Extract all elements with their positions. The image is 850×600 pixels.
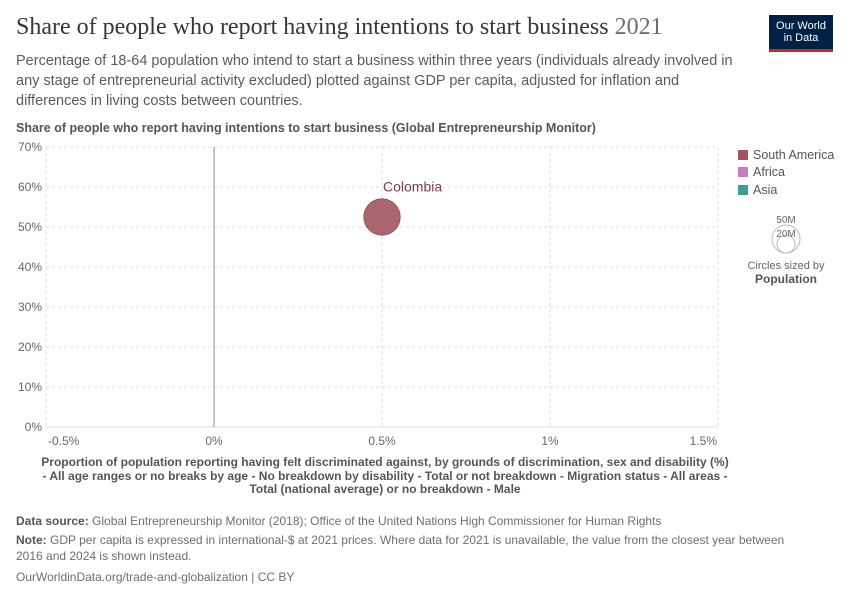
chart-title-text: Share of people who report having intent… bbox=[16, 14, 609, 40]
point-label: Colombia bbox=[383, 179, 442, 195]
y-tick-label: 50% bbox=[18, 220, 42, 234]
chart-title: Share of people who report having intent… bbox=[16, 14, 663, 41]
color-legend: South America Africa Asia bbox=[738, 146, 834, 199]
x-tick-label: 1.5% bbox=[690, 434, 718, 448]
footer-url[interactable]: OurWorldinData.org/trade-and-globalizati… bbox=[16, 570, 295, 584]
legend-label: Africa bbox=[753, 165, 785, 180]
size-legend-caption: Circles sized by bbox=[747, 260, 825, 272]
legend-item-south-america[interactable]: South America bbox=[738, 146, 834, 164]
x-axis-title: Proportion of population reporting havin… bbox=[41, 455, 729, 496]
y-tick-label: 10% bbox=[18, 380, 42, 394]
legend-item-africa[interactable]: Africa bbox=[738, 164, 834, 182]
y-tick-label: 70% bbox=[18, 140, 42, 154]
size-circle-small bbox=[776, 234, 796, 254]
size-legend-value: 50M bbox=[776, 215, 795, 226]
legend-label: Asia bbox=[753, 182, 778, 197]
chart-year: 2021 bbox=[614, 14, 663, 40]
x-tick-label: -0.5% bbox=[48, 434, 80, 448]
y-tick-label: 20% bbox=[18, 340, 42, 354]
data-source: Data source: Global Entrepreneurship Mon… bbox=[16, 513, 796, 529]
logo-line-1: Our World bbox=[776, 20, 826, 32]
y-tick-label: 30% bbox=[18, 300, 42, 314]
grid-lines bbox=[45, 146, 719, 428]
y-axis-title: Share of people who report having intent… bbox=[16, 121, 596, 135]
chart-note: Note: GDP per capita is expressed in int… bbox=[16, 532, 796, 564]
size-legend-circles: 50M 20M bbox=[771, 215, 801, 254]
data-points: Colombia bbox=[363, 179, 442, 236]
size-legend-value: 20M bbox=[776, 229, 795, 240]
y-tick-label: 40% bbox=[18, 260, 42, 274]
axis-ticks: 0% 10% 20% 30% 40% 50% 60% 70% -0.5% 0% 0.5% 1% 1.5% bbox=[18, 140, 717, 448]
chart-subtitle: Percentage of 18-64 population who inten… bbox=[16, 53, 733, 109]
owid-logo[interactable]: Our World in Data bbox=[769, 15, 833, 52]
logo-line-2: in Data bbox=[783, 32, 819, 44]
note-label: Note: bbox=[16, 533, 47, 547]
legend-swatch-asia bbox=[738, 184, 748, 195]
data-point-colombia[interactable] bbox=[363, 198, 401, 236]
x-tick-label: 0% bbox=[205, 434, 223, 448]
source-text: Global Entrepreneurship Monitor (2018); … bbox=[92, 514, 662, 528]
note-text: GDP per capita is expressed in internati… bbox=[16, 533, 785, 563]
size-legend: 50M 20M Circles sized by Population bbox=[740, 210, 832, 286]
legend-swatch-africa bbox=[738, 167, 748, 178]
y-tick-label: 0% bbox=[25, 420, 43, 434]
x-tick-label: 0.5% bbox=[368, 434, 396, 448]
legend-label: South America bbox=[753, 147, 835, 162]
legend-item-asia[interactable]: Asia bbox=[738, 181, 834, 199]
size-legend-variable: Population bbox=[755, 272, 817, 286]
legend-swatch-south-america bbox=[738, 149, 748, 160]
source-label: Data source: bbox=[16, 514, 89, 528]
y-tick-label: 60% bbox=[18, 180, 42, 194]
x-tick-label: 1% bbox=[541, 434, 559, 448]
